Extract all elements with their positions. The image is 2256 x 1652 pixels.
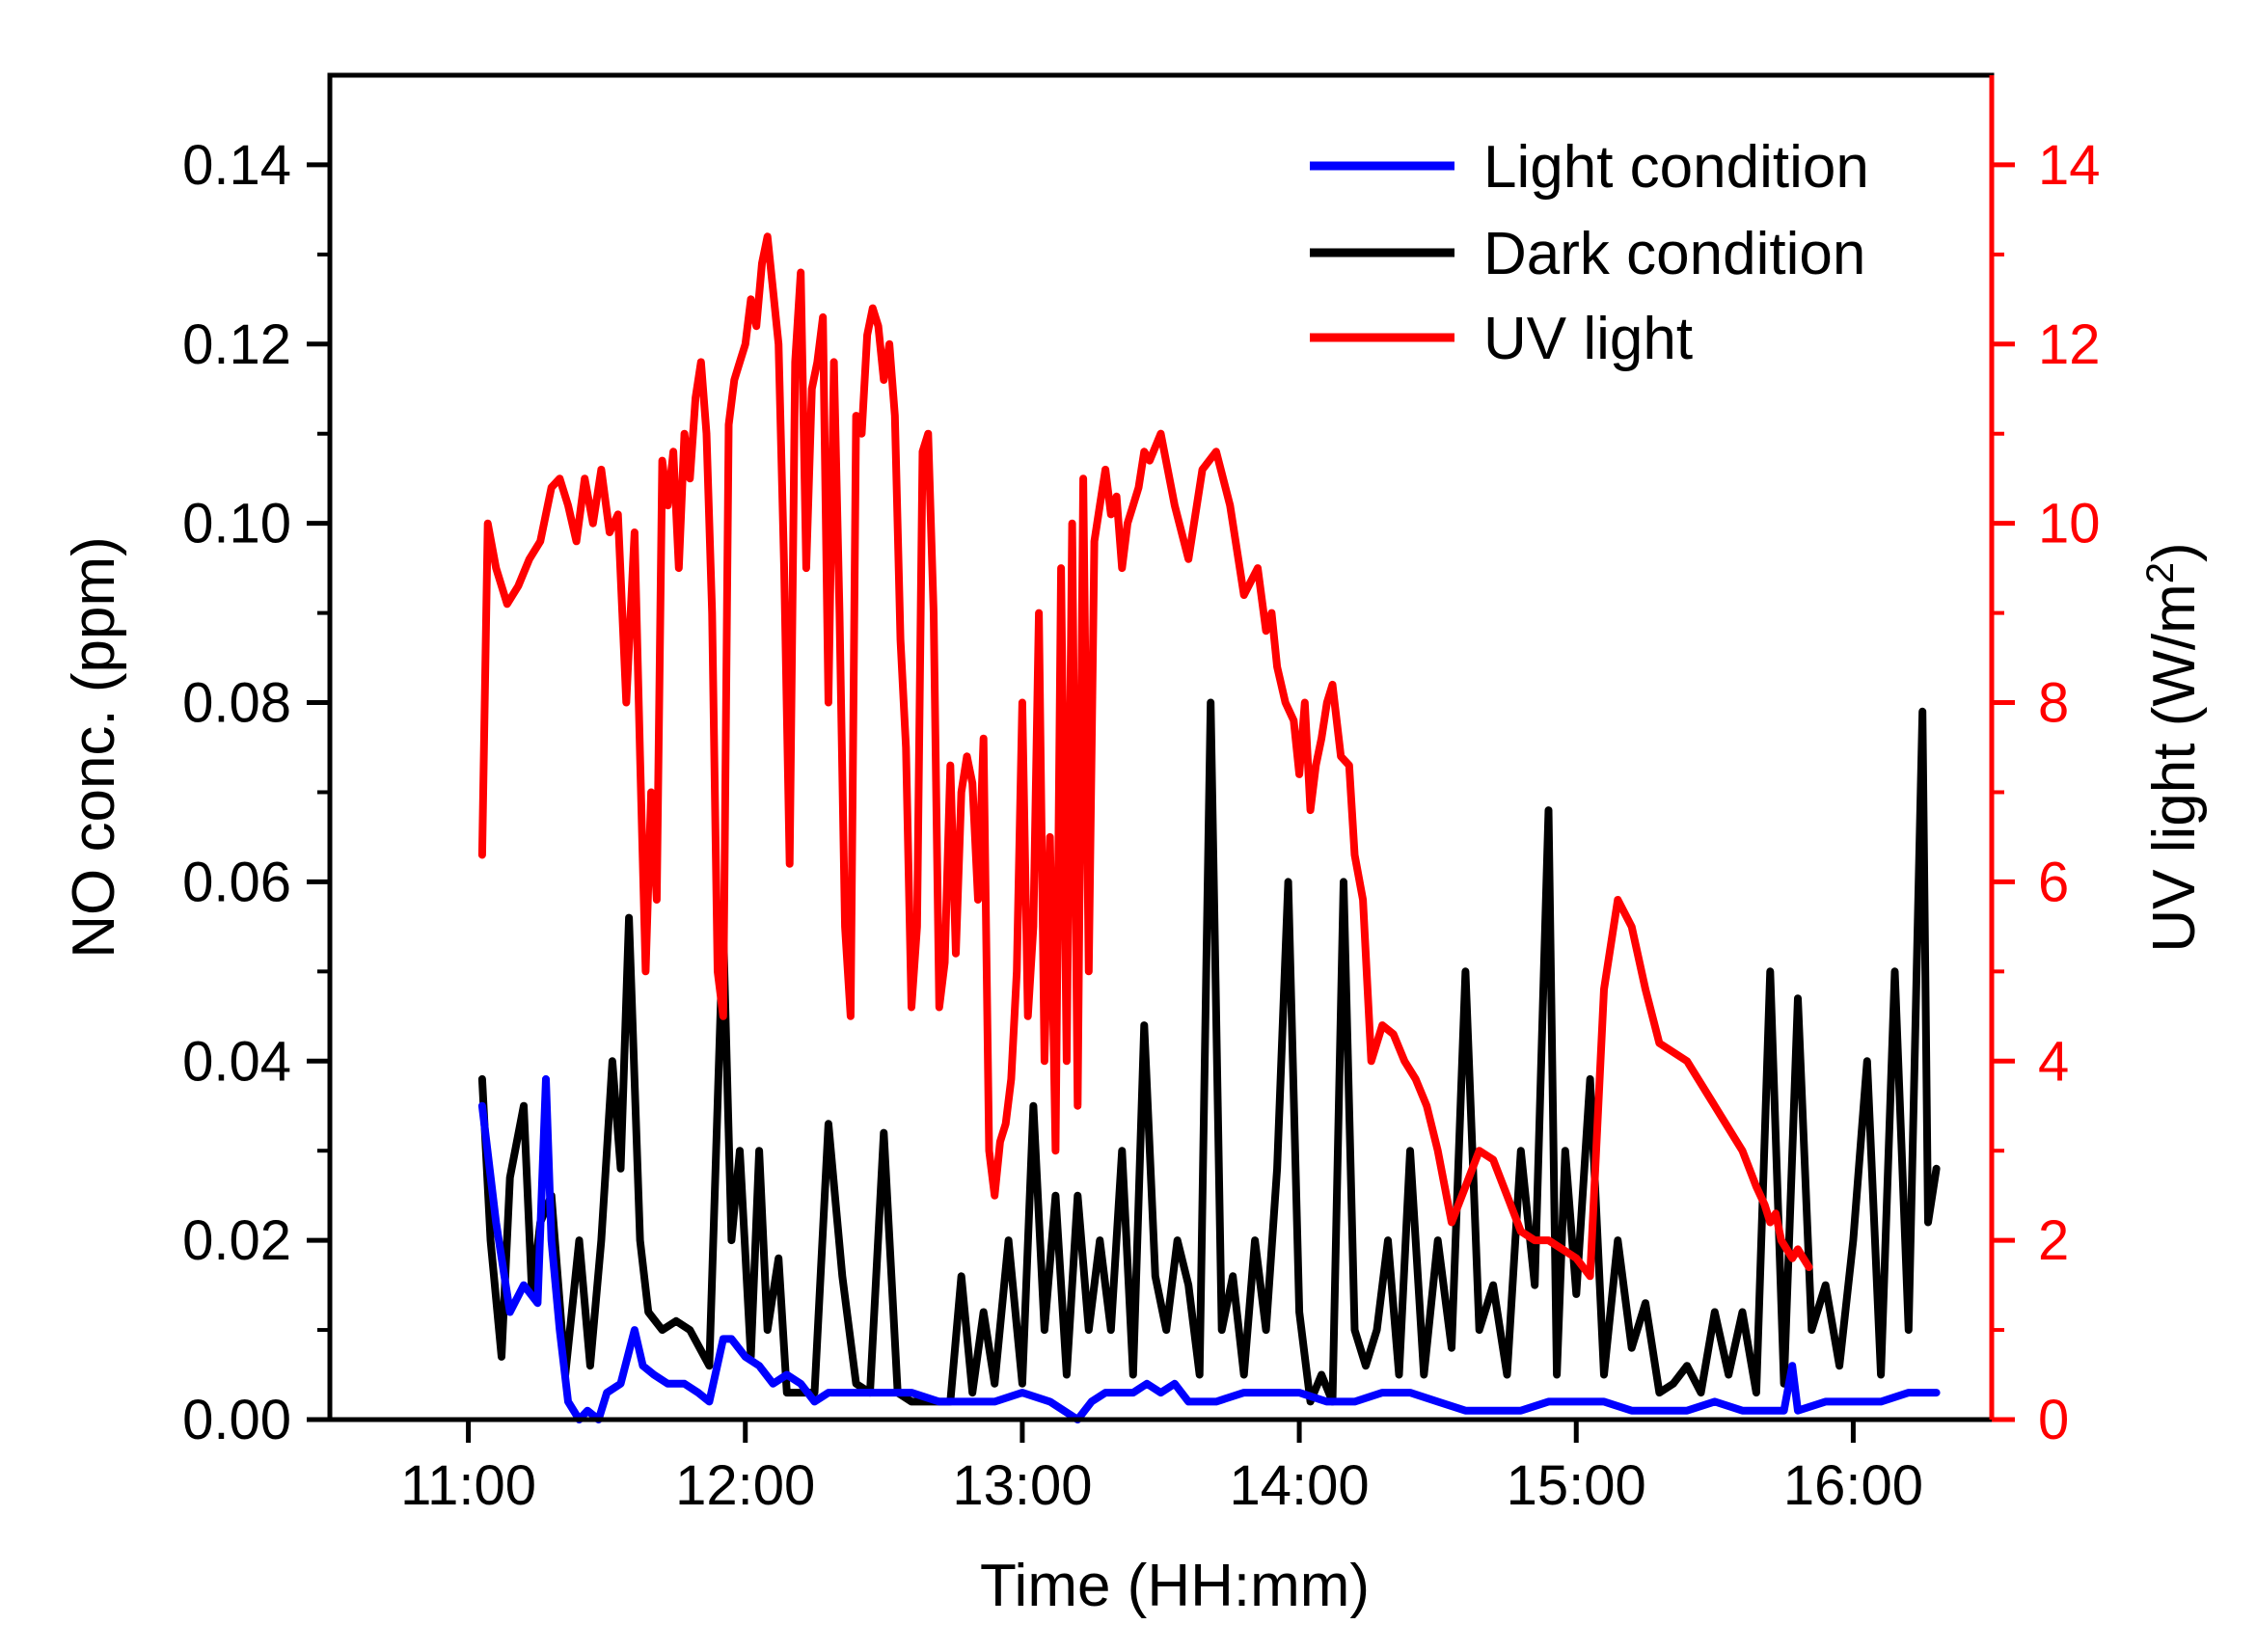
legend-label-dark-condition: Dark condition xyxy=(1483,221,1865,287)
x-axis-tick-label: 11:00 xyxy=(400,1454,536,1517)
right-axis-tick-label: 14 xyxy=(2038,134,2101,197)
left-axis-tick-label: 0.00 xyxy=(182,1389,291,1451)
right-y-axis-title-end: ) xyxy=(2141,542,2208,562)
right-axis-tick-label: 8 xyxy=(2038,672,2069,735)
right-axis-tick-label: 4 xyxy=(2038,1030,2069,1093)
x-axis-tick-label: 14:00 xyxy=(1230,1454,1370,1517)
right-axis-tick-label: 0 xyxy=(2038,1389,2069,1451)
right-axis: 0 2 4 6 8 10 12 14 xyxy=(1989,75,2101,1451)
x-axis-tick-label: 16:00 xyxy=(1783,1454,1923,1517)
right-axis-tick-label: 10 xyxy=(2038,493,2101,555)
right-axis-tick-label: 12 xyxy=(2038,313,2101,376)
legend-label-uv-light: UV light xyxy=(1483,306,1693,372)
left-axis-tick-label: 0.12 xyxy=(182,313,291,376)
x-axis-tick-label: 15:00 xyxy=(1507,1454,1646,1517)
right-axis-tick-label: 6 xyxy=(2038,851,2069,913)
left-axis: 0.00 0.02 0.04 0.06 0.08 0.10 0.12 0.14 xyxy=(182,134,330,1451)
series-layer xyxy=(477,232,1941,1423)
left-y-axis-title: NO conc. (ppm) xyxy=(61,536,127,959)
right-y-axis-title-superscript: 2 xyxy=(2139,562,2182,583)
right-y-axis-title-main: UV light (W/m xyxy=(2141,583,2208,952)
series-line-light-condition xyxy=(477,1074,1941,1423)
left-axis-tick-label: 0.10 xyxy=(182,493,291,555)
left-axis-tick-label: 0.04 xyxy=(182,1030,291,1093)
right-y-axis-title: UV light (W/m2) xyxy=(2139,542,2208,952)
legend-label-light-condition: Light condition xyxy=(1483,134,1869,201)
series-line-uv-light xyxy=(477,232,1813,1281)
left-axis-tick-label: 0.08 xyxy=(182,672,291,735)
x-axis-tick-label: 12:00 xyxy=(675,1454,815,1517)
left-axis-tick-label: 0.02 xyxy=(182,1209,291,1272)
right-axis-tick-label: 2 xyxy=(2038,1209,2069,1272)
x-axis-title: Time (HH:mm) xyxy=(980,1553,1370,1619)
bottom-axis: 11:00 12:00 13:00 14:00 15:00 16:00 xyxy=(400,1420,1923,1517)
legend: Light condition Dark condition UV light xyxy=(1310,134,1869,372)
x-axis-tick-label: 13:00 xyxy=(952,1454,1092,1517)
left-axis-tick-label: 0.14 xyxy=(182,134,291,197)
left-axis-tick-label: 0.06 xyxy=(182,851,291,913)
series-line-dark-condition xyxy=(477,698,1941,1406)
